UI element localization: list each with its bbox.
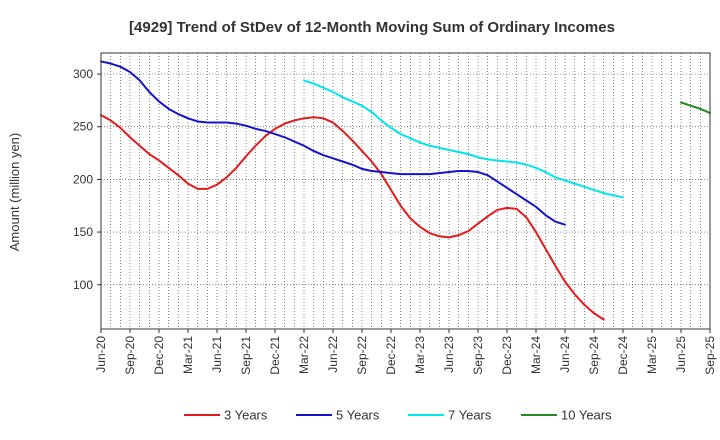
x-tick-label: Dec-21 [268, 336, 282, 375]
legend-label: 7 Years [448, 408, 492, 423]
x-tick-label: Jun-24 [558, 336, 572, 373]
legend-label: 10 Years [561, 408, 612, 423]
x-tick-label: Jun-20 [94, 336, 108, 373]
x-tick-label: Mar-22 [297, 336, 311, 374]
series-line-10-years [680, 101, 711, 115]
x-tick-label: Dec-22 [384, 336, 398, 375]
x-tick-label: Mar-23 [413, 336, 427, 374]
plot-area [101, 53, 710, 329]
x-tick-label: Mar-21 [181, 336, 195, 374]
y-tick-label: 150 [73, 225, 93, 239]
x-tick-label: Dec-24 [616, 336, 630, 375]
y-tick-label: 200 [73, 172, 93, 186]
chart-title: [4929] Trend of StDev of 12-Month Moving… [129, 19, 615, 36]
x-tick-label: Mar-24 [529, 336, 543, 374]
x-tick-label: Jun-23 [442, 336, 456, 373]
plot-background [101, 53, 710, 329]
x-tick-label: Jun-21 [210, 336, 224, 373]
y-tick-label: 250 [73, 120, 93, 134]
x-tick-label: Dec-20 [152, 336, 166, 375]
x-tick-label: Mar-25 [645, 336, 659, 374]
y-tick-label: 100 [73, 278, 93, 292]
x-tick-labels: Jun-20 Sep-20 Dec-20 Mar-21 Jun-21 Sep-21 Dec-… [94, 329, 717, 375]
legend: 3 Years 5 Years 7 Years 10 Years [184, 408, 612, 423]
x-tick-label: Jun-22 [326, 336, 340, 373]
legend-label: 3 Years [224, 408, 268, 423]
x-tick-label: Sep-21 [239, 336, 253, 375]
plot-frame [100, 52, 711, 330]
x-tick-label: Jun-25 [674, 336, 688, 373]
x-tick-label: Sep-20 [123, 336, 137, 375]
legend-label: 5 Years [336, 408, 380, 423]
x-tick-label: Sep-23 [471, 336, 485, 375]
plot-border [100, 52, 711, 330]
series-lines [100, 60, 711, 321]
y-tick-label: 300 [73, 67, 93, 81]
series-line-5-years [100, 60, 566, 226]
x-tick-label: Dec-23 [500, 336, 514, 375]
y-axis-label: Amount (million yen) [7, 133, 22, 252]
x-tick-label: Sep-25 [703, 336, 717, 375]
series-line-7-years [303, 79, 624, 199]
y-tick-labels: 100 150 200 250 300 [73, 67, 101, 292]
x-tick-label: Sep-22 [355, 336, 369, 375]
x-tick-label: Sep-24 [587, 336, 601, 375]
series-line-3-years [100, 114, 605, 321]
grid-lines [101, 53, 710, 329]
